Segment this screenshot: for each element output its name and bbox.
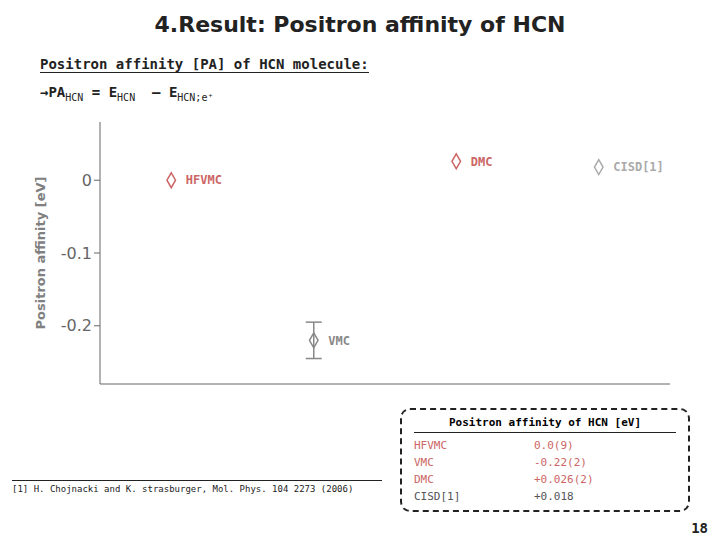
svg-text:VMC: VMC [328,334,350,348]
html-text:-0.22(2): -0.22(2) [534,456,587,469]
svg-text:Positron affinity [eV]: Positron affinity [eV] [33,177,48,330]
html-text:18: 18 [691,520,708,536]
svg-text:-0.2: -0.2 [61,316,92,335]
html-text:→PAHCN: →PAHCN [40,84,84,103]
svg-text:0: 0 [82,171,92,190]
svg-text:HFVMC: HFVMC [186,173,222,187]
svg-text:-0.1: -0.1 [61,244,92,263]
html-text:Positron affinity [PA] of HCN: Positron affinity [PA] of HCN molecule: [40,56,369,72]
html-text:4.Result: Positron affinity of: 4.Result: Positron affinity of HCN [154,12,566,37]
html-text:+0.026(2): +0.026(2) [534,473,594,486]
html-text:0.0(9): 0.0(9) [534,439,574,452]
html-text:HFVMC: HFVMC [414,439,448,452]
html-text:VMC: VMC [414,456,434,469]
svg-text:CISD[1]: CISD[1] [613,160,664,174]
html-text:= EHCN: = EHCN [91,84,136,103]
html-text:CISD[1]: CISD[1] [414,490,461,503]
html-text:DMC: DMC [414,473,434,486]
html-text:+0.018: +0.018 [534,490,574,503]
html-text:– EHCN;e⁺: – EHCN;e⁺ [143,84,214,103]
html-text:Positron affinity of HCN [eV]: Positron affinity of HCN [eV] [449,416,641,429]
svg-text:DMC: DMC [471,155,493,169]
html-text:[1] H. Chojnacki and K. strasb: [1] H. Chojnacki and K. strasburger, Mol… [12,484,354,494]
